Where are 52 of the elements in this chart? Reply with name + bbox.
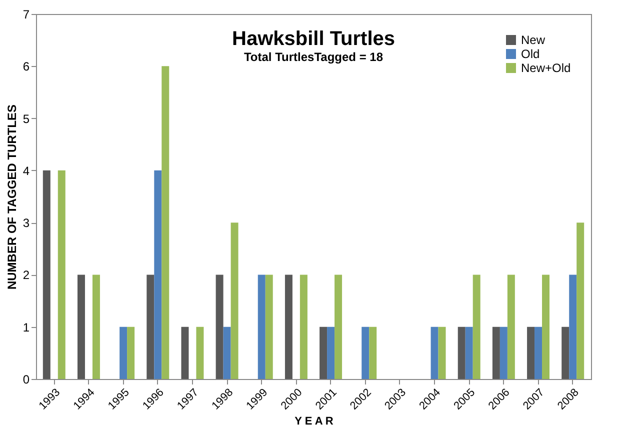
- bar: [369, 326, 377, 379]
- bar: [500, 326, 508, 379]
- bar: [162, 66, 170, 379]
- y-tick-label: 0: [22, 372, 30, 386]
- bar: [542, 274, 550, 379]
- bar: [430, 326, 438, 379]
- y-tick-label: 2: [22, 268, 30, 282]
- bar: [327, 326, 335, 379]
- y-axis-title: NUMBER OF TAGGED TURTLES: [4, 104, 19, 290]
- bar: [562, 326, 570, 379]
- bar: [534, 326, 542, 379]
- bar: [300, 274, 308, 379]
- y-tick-label: 6: [22, 60, 30, 74]
- text: Total TurtlesTagged = 18: [244, 50, 384, 64]
- bar: [334, 274, 342, 379]
- bar: [438, 326, 446, 379]
- legend-label: New+Old: [521, 61, 571, 75]
- bar: [181, 326, 189, 379]
- bar: [576, 222, 584, 379]
- bar: [284, 274, 292, 379]
- bar: [472, 274, 480, 379]
- y-tick-label: 7: [22, 8, 30, 22]
- bar: [265, 274, 273, 379]
- bar: [196, 326, 204, 379]
- bar: [120, 326, 128, 379]
- y-tick-label: 3: [22, 216, 30, 230]
- y-tick-label: 5: [22, 112, 30, 126]
- bar: [223, 326, 231, 379]
- bar: [216, 274, 224, 379]
- bar: [77, 274, 85, 379]
- bar: [127, 326, 135, 379]
- bar: [569, 274, 577, 379]
- bar: [492, 326, 500, 379]
- bar: [146, 274, 154, 379]
- bar: [42, 170, 50, 379]
- bar: [507, 274, 515, 379]
- x-axis-title: Y E A R: [294, 416, 334, 425]
- bar: [527, 326, 535, 379]
- bar: [92, 274, 100, 379]
- text: Hawksbill Turtles: [232, 28, 396, 50]
- legend-label: New: [521, 33, 546, 47]
- bar: [154, 170, 162, 379]
- legend-label: Old: [521, 47, 540, 61]
- y-tick-label: 1: [22, 320, 30, 334]
- bar: [258, 274, 266, 379]
- y-tick-label: 4: [22, 164, 30, 178]
- bar: [458, 326, 466, 379]
- bar: [58, 170, 66, 379]
- bar: [320, 326, 328, 379]
- bar: [362, 326, 370, 379]
- bar: [230, 222, 238, 379]
- bar: [465, 326, 473, 379]
